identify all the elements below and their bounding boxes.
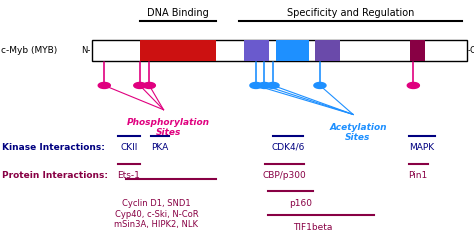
Text: Kinase Interactions:: Kinase Interactions: bbox=[2, 143, 105, 152]
Text: MAPK: MAPK bbox=[409, 143, 434, 152]
Text: Ets-1: Ets-1 bbox=[118, 171, 140, 180]
Text: N-: N- bbox=[81, 46, 91, 55]
Bar bbox=[315, 40, 340, 61]
Text: Cyclin D1, SND1
Cyp40, c-Ski, N-CoR
mSin3A, HIPK2, NLK: Cyclin D1, SND1 Cyp40, c-Ski, N-CoR mSin… bbox=[114, 199, 199, 229]
Text: p160: p160 bbox=[290, 199, 312, 208]
Text: PKA: PKA bbox=[151, 143, 168, 152]
Circle shape bbox=[98, 82, 110, 88]
Circle shape bbox=[250, 82, 262, 88]
Bar bbox=[410, 40, 425, 61]
Circle shape bbox=[314, 82, 326, 88]
Circle shape bbox=[143, 82, 155, 88]
Bar bbox=[92, 40, 467, 61]
Bar bbox=[244, 40, 269, 61]
Text: Acetylation
Sites: Acetylation Sites bbox=[329, 123, 387, 142]
Circle shape bbox=[267, 82, 279, 88]
Text: c-Myb (MYB): c-Myb (MYB) bbox=[1, 46, 58, 55]
Text: CBP/p300: CBP/p300 bbox=[263, 171, 307, 180]
Text: DNA Binding: DNA Binding bbox=[147, 8, 209, 18]
Text: Phosphorylation
Sites: Phosphorylation Sites bbox=[127, 118, 210, 137]
Text: CKII: CKII bbox=[120, 143, 137, 152]
Circle shape bbox=[407, 82, 419, 88]
Circle shape bbox=[258, 82, 271, 88]
Text: -C: -C bbox=[468, 46, 474, 55]
Text: Protein Interactions:: Protein Interactions: bbox=[2, 171, 109, 180]
Bar bbox=[140, 40, 216, 61]
Text: CDK4/6: CDK4/6 bbox=[271, 143, 305, 152]
Text: Pin1: Pin1 bbox=[409, 171, 428, 180]
Text: TIF1beta: TIF1beta bbox=[293, 223, 333, 232]
Text: Specificity and Regulation: Specificity and Regulation bbox=[287, 8, 414, 18]
Circle shape bbox=[134, 82, 146, 88]
Bar bbox=[276, 40, 309, 61]
